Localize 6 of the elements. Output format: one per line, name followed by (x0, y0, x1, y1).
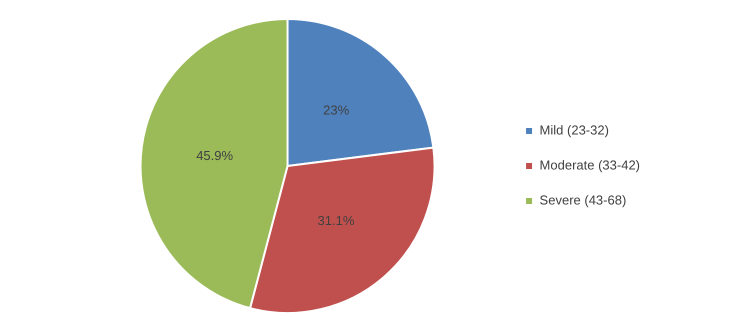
legend-label: Mild (23-32) (540, 122, 609, 138)
data-label: 23% (323, 102, 350, 118)
data-label: 31.1% (318, 212, 355, 228)
legend-label: Moderate (33-42) (540, 158, 640, 173)
legend-label: Severe (43-68) (540, 192, 626, 208)
data-label: 45.9% (196, 148, 234, 164)
